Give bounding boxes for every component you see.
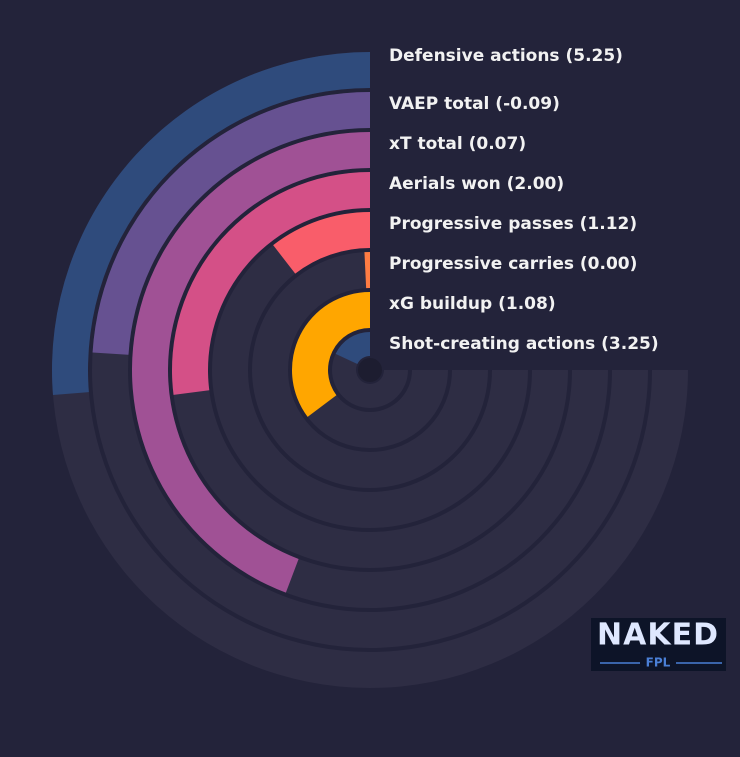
bar <box>92 92 370 355</box>
bar-label: VAEP total (-0.09) <box>389 94 560 114</box>
bar-label: Progressive passes (1.12) <box>389 214 637 234</box>
logo-subtitle: FPL <box>646 656 671 670</box>
bar <box>292 292 370 417</box>
bar-label: Aerials won (2.00) <box>389 174 564 194</box>
bar-label: Progressive carries (0.00) <box>389 254 637 274</box>
bar <box>131 132 370 593</box>
bar-label: Shot-creating actions (3.25) <box>389 334 659 354</box>
logo-box <box>591 618 726 671</box>
bar-label: xT total (0.07) <box>389 134 526 154</box>
bar <box>273 212 370 274</box>
bar <box>171 172 370 395</box>
logo: NAKED FPL <box>591 618 726 671</box>
bar <box>364 252 370 289</box>
bar <box>51 52 371 395</box>
center-dot <box>358 358 382 382</box>
bar <box>335 332 370 365</box>
logo-title: NAKED <box>597 618 719 653</box>
bar-label: Defensive actions (5.25) <box>389 46 623 66</box>
bar-label: xG buildup (1.08) <box>389 294 556 314</box>
track <box>252 252 488 489</box>
